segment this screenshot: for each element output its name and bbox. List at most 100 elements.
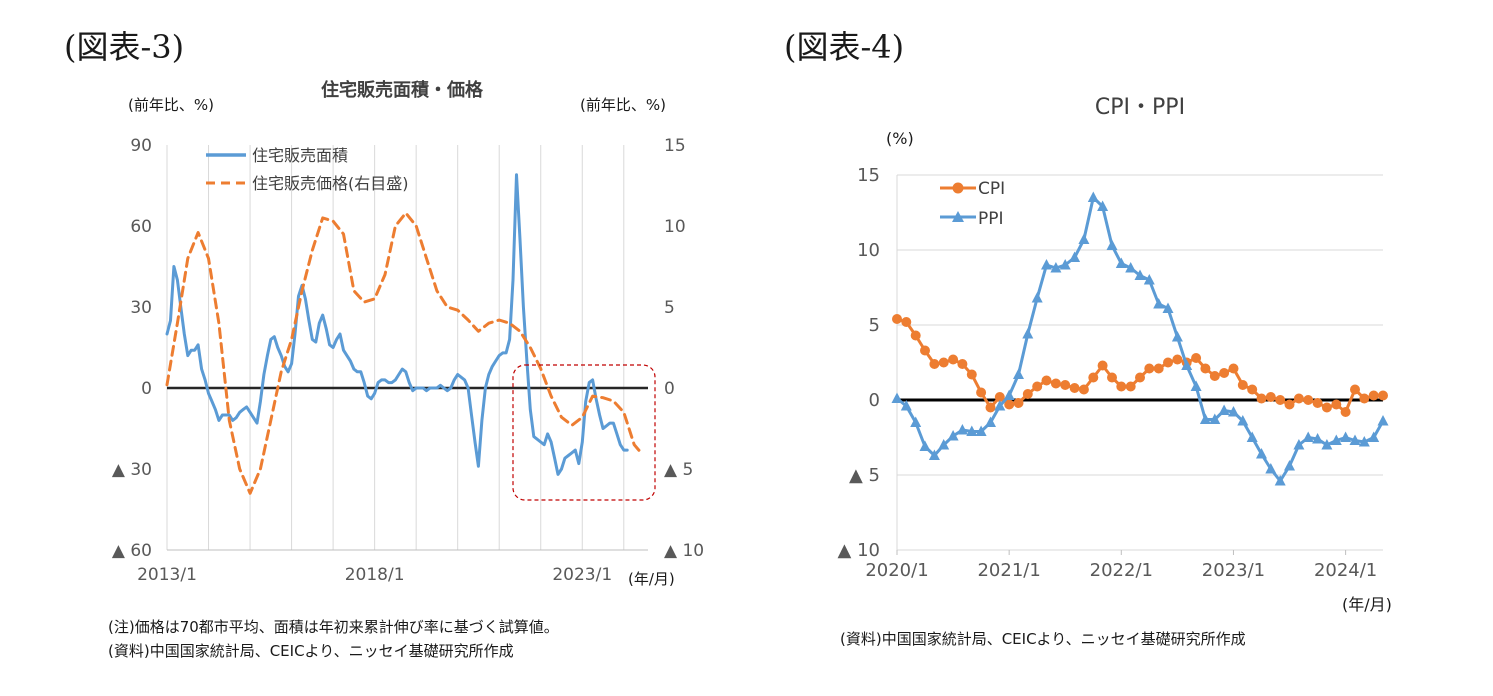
chart2-legend-ppi-marker	[952, 211, 964, 222]
chart1-note: (注)価格は70都市平均、面積は年初来累計伸び率に基づく試算値。	[108, 618, 559, 636]
chart2-ppi-point	[1171, 331, 1183, 342]
chart2-cpi-point	[1163, 357, 1173, 368]
chart2-legend-cpi-marker	[952, 182, 964, 194]
chart2-cpi-point	[1209, 371, 1220, 381]
chart2-ppi-point	[1256, 448, 1267, 459]
chart2-cpi-point	[901, 317, 912, 327]
chart2-ppi-point	[1097, 200, 1109, 211]
chart2-cpi-point	[957, 359, 968, 369]
chart1-right-tick-label: 5	[664, 298, 675, 318]
chart1-right-tick-label: 0	[664, 379, 675, 399]
chart2-cpi-point	[1144, 363, 1155, 374]
chart2-ppi-point	[1237, 415, 1249, 426]
chart2-ppi-point	[1368, 431, 1380, 442]
chart2-cpi-point	[1303, 395, 1314, 405]
chart1-source: (資料)中国国家統計局、CEICより、ニッセイ基礎研究所作成	[108, 642, 514, 660]
chart2-ppi-point	[938, 439, 950, 450]
chart2-ppi-point	[1246, 431, 1258, 442]
chart2-ppi-point	[1022, 328, 1034, 339]
chart2-ppi-point	[1078, 233, 1090, 244]
chart1-x-tick-label: 2023/1	[552, 565, 612, 585]
chart2-legend-cpi-label: CPI	[978, 179, 1005, 199]
chart2-cpi-point	[920, 345, 930, 356]
chart2-cpi-point	[1284, 399, 1295, 410]
chart1-x-axis-label: (年/月)	[628, 570, 675, 588]
chart1-plot: 90 60 30 0 ▲ 30 ▲ 60 15 10 5 0 ▲ 5 ▲ 10 2013/1 2018/1…	[112, 136, 704, 585]
chart2-cpi-point	[1312, 398, 1323, 408]
chart2-ppi-point	[956, 424, 968, 435]
chart2-ppi-point	[1050, 262, 1062, 273]
chart2-ppi-point	[975, 425, 987, 436]
chart1-series-area-line	[165, 173, 629, 476]
chart2-cpi-point	[1069, 383, 1080, 393]
chart2-cpi-point	[1256, 393, 1267, 404]
chart2-ppi-point	[1069, 251, 1081, 262]
chart1-right-tick-label: ▲ 5	[664, 460, 693, 480]
chart2-cpi-point	[985, 402, 996, 413]
chart2-ppi-point	[1349, 434, 1361, 445]
chart2-x-tick-label: 2024/1	[1314, 560, 1377, 581]
chart2-cpi-point	[1135, 372, 1145, 383]
chart2-cpi-point	[976, 387, 987, 398]
chart2-source: (資料)中国国家統計局、CEICより、ニッセイ基礎研究所作成	[840, 630, 1246, 648]
chart2-cpi-point	[1088, 372, 1099, 383]
chart2-title: CPI・PPI	[1095, 95, 1185, 120]
chart2-cpi-point	[1228, 363, 1239, 374]
chart2-cpi-point	[1060, 380, 1071, 390]
chart2-cpi-point	[1107, 372, 1117, 383]
chart2-cpi-point	[938, 357, 949, 368]
chart2-y-tick-label: ▲ 10	[838, 540, 880, 561]
chart2-ppi-point	[928, 449, 940, 460]
chart1-x-tick-label: 2018/1	[345, 565, 405, 585]
chart2-cpi-point	[1200, 363, 1211, 374]
chart2-cpi-point	[1340, 407, 1351, 417]
chart2-ppi-point	[1284, 460, 1295, 471]
chart1-title: 住宅販売面積・価格	[321, 79, 484, 101]
chart1-legend-price-label: 住宅販売価格(右目盛)	[252, 174, 409, 193]
chart1-x-tick-label: 2013/1	[137, 565, 197, 585]
chart2-x-tick-label: 2021/1	[977, 560, 1040, 581]
chart1-legend: 住宅販売面積 住宅販売価格(右目盛)	[206, 146, 409, 193]
chart2-ppi-point	[1181, 359, 1193, 370]
chart1-right-axis-unit: (前年比、%)	[580, 96, 666, 114]
chart2-x-tick-label: 2022/1	[1090, 560, 1153, 581]
chart2-cpi-point	[1237, 380, 1248, 390]
chart2-cpi-point	[1078, 384, 1089, 395]
chart2-cpi-point	[1116, 381, 1127, 392]
chart2-ppi-point	[985, 416, 996, 427]
chart1-right-tick-label: 10	[664, 217, 686, 237]
chart1-left-tick-label: 90	[130, 136, 152, 156]
chart1-left-tick-label: ▲ 30	[112, 460, 152, 480]
chart2-cpi-point	[1321, 402, 1332, 413]
chart2-cpi-point	[948, 354, 959, 365]
chart2-ppi-point	[1125, 262, 1137, 273]
chart2-cpi-point	[994, 392, 1005, 402]
chart1-left-axis-unit: (前年比、%)	[128, 96, 214, 114]
chart2-ppi-point	[1041, 259, 1052, 270]
chart2-ppi-point	[1059, 259, 1071, 270]
chart2-cpi-point	[929, 359, 940, 369]
chart2-cpi-point	[1265, 392, 1276, 402]
chart2-ppi-point	[1153, 298, 1165, 309]
chart2-ppi-point	[1199, 413, 1211, 424]
chart2-cpi-point	[1013, 398, 1024, 408]
chart2-cpi-point	[1331, 399, 1342, 410]
chart2-ppi-point	[1209, 413, 1221, 424]
chart2-ppi-point	[994, 400, 1006, 411]
chart2-cpi-point	[1191, 353, 1202, 363]
chart2-y-tick-label: ▲ 5	[849, 465, 880, 486]
figure-4-label: (図表-4)	[784, 28, 905, 66]
chart1-series-price-line	[165, 211, 643, 495]
chart2-ppi-point	[919, 440, 931, 451]
chart2-cpi-point	[1359, 393, 1370, 404]
chart1-left-tick-label: 60	[130, 217, 152, 237]
chart2-cpi-point	[1219, 368, 1230, 378]
chart2-ppi-point	[1115, 257, 1127, 268]
chart2-ppi-point	[1013, 368, 1024, 379]
chart2-ppi-point	[1330, 434, 1342, 445]
chart2-x-tick-label: 2020/1	[865, 560, 928, 581]
chart2-cpi-point	[1125, 381, 1136, 392]
chart2-y-tick-label: 15	[857, 165, 880, 186]
chart2-x-axis-label: (年/月)	[1342, 595, 1392, 614]
